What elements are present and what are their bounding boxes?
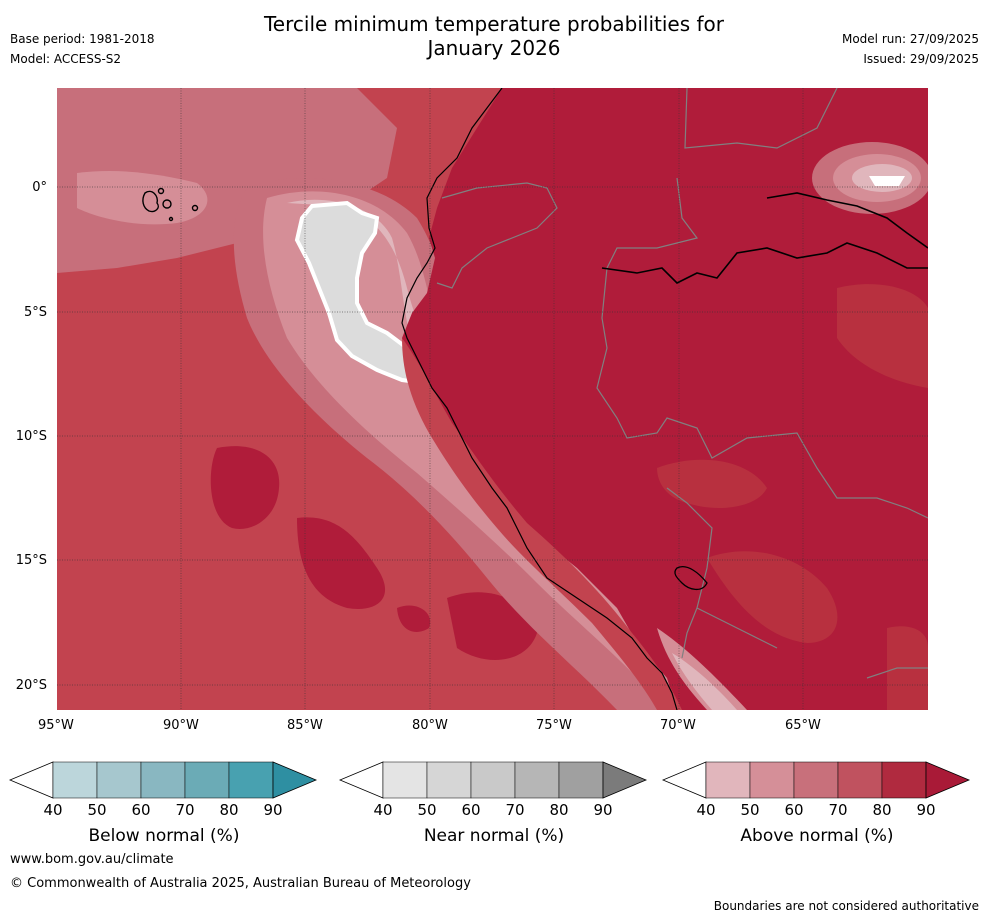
cb-below-low-extend bbox=[8, 761, 54, 799]
cb-above-swatch-0 bbox=[705, 761, 751, 799]
cb-above-tick-40: 40 bbox=[696, 801, 716, 819]
cb-above-tick-50: 50 bbox=[740, 801, 760, 819]
land-medium-patch-1 bbox=[657, 459, 767, 508]
website-link[interactable]: www.bom.gov.au/climate bbox=[10, 852, 174, 867]
cb-below-tick-70: 70 bbox=[175, 801, 195, 819]
cb-below-swatch-2 bbox=[140, 761, 186, 799]
lat-label-5s: 5°S bbox=[23, 305, 47, 320]
cb-below-title: Below normal (%) bbox=[88, 826, 240, 846]
cb-above-swatch-1 bbox=[749, 761, 795, 799]
title-line-1: Tercile minimum temperature probabilitie… bbox=[263, 12, 725, 36]
boundaries-disclaimer: Boundaries are not considered authoritat… bbox=[713, 899, 979, 913]
land-medium-patch-2 bbox=[707, 551, 838, 643]
cb-above-tick-60: 60 bbox=[784, 801, 804, 819]
cb-near-swatch-3 bbox=[514, 761, 560, 799]
galapagos-halo bbox=[77, 171, 208, 225]
meta-right: Model run: 27/09/2025 Issued: 29/09/2025 bbox=[842, 31, 979, 67]
cb-near-swatch-0 bbox=[382, 761, 428, 799]
title-line-2: January 2026 bbox=[427, 36, 561, 60]
model-run: Model run: 27/09/2025 bbox=[841, 32, 979, 46]
land-medium-patch-3 bbox=[837, 284, 928, 388]
cb-below-tick-50: 50 bbox=[87, 801, 107, 819]
cb-near-tick-40: 40 bbox=[373, 801, 393, 819]
meta-left: Base period: 1981-2018 Model: ACCESS-S2 bbox=[10, 31, 155, 67]
cb-below-tick-80: 80 bbox=[219, 801, 239, 819]
colorbar-below-normal bbox=[8, 761, 318, 799]
model-name: Model: ACCESS-S2 bbox=[10, 52, 122, 66]
cb-near-swatch-1 bbox=[426, 761, 472, 799]
chart-title: Tercile minimum temperature probabilitie… bbox=[0, 12, 988, 60]
lon-label-80w: 80°W bbox=[412, 718, 448, 733]
northeast-near-normal bbox=[869, 176, 905, 186]
colorbar-above-normal bbox=[661, 761, 971, 799]
cb-near-tick-70: 70 bbox=[505, 801, 525, 819]
offshore-dark-patch-1 bbox=[210, 446, 280, 529]
cb-above-tick-90: 90 bbox=[916, 801, 936, 819]
graticule bbox=[57, 88, 928, 710]
land-region bbox=[402, 88, 928, 710]
cb-above-tick-70: 70 bbox=[828, 801, 848, 819]
cb-near-tick-50: 50 bbox=[417, 801, 437, 819]
cb-above-title: Above normal (%) bbox=[740, 826, 894, 846]
cb-above-high-extend bbox=[925, 761, 971, 799]
colorbar-near-normal bbox=[338, 761, 648, 799]
cb-above-swatch-4 bbox=[881, 761, 927, 799]
cb-below-swatch-0 bbox=[52, 761, 98, 799]
lon-label-90w: 90°W bbox=[163, 718, 199, 733]
north-ocean-band bbox=[57, 88, 397, 273]
coastal-land-strip bbox=[402, 338, 682, 710]
lon-label-70w: 70°W bbox=[660, 718, 696, 733]
lon-label-75w: 75°W bbox=[536, 718, 572, 733]
cb-near-tick-80: 80 bbox=[549, 801, 569, 819]
lon-label-85w: 85°W bbox=[287, 718, 323, 733]
cb-below-tick-90: 90 bbox=[263, 801, 283, 819]
cb-above-swatch-2 bbox=[793, 761, 839, 799]
cb-below-swatch-3 bbox=[184, 761, 230, 799]
lon-label-65w: 65°W bbox=[785, 718, 821, 733]
lat-label-20s: 20°S bbox=[15, 678, 47, 693]
lat-label-0: 0° bbox=[32, 180, 47, 195]
offshore-dark-patch-2 bbox=[297, 517, 386, 609]
galapagos-islands bbox=[142, 187, 199, 222]
base-period: Base period: 1981-2018 bbox=[10, 32, 155, 46]
cb-below-high-extend bbox=[272, 761, 318, 799]
cb-near-swatch-4 bbox=[558, 761, 604, 799]
offshore-dark-patch-3 bbox=[397, 605, 431, 632]
southeast-light-streak bbox=[657, 628, 747, 710]
issued-date: Issued: 29/09/2025 bbox=[863, 52, 979, 66]
lon-label-95w: 95°W bbox=[38, 718, 74, 733]
cb-below-swatch-1 bbox=[96, 761, 142, 799]
cb-near-low-extend bbox=[338, 761, 384, 799]
lat-label-10s: 10°S bbox=[15, 429, 47, 444]
cb-above-tick-80: 80 bbox=[872, 801, 892, 819]
cb-above-swatch-3 bbox=[837, 761, 883, 799]
lake-titicaca bbox=[674, 566, 708, 591]
cb-near-tick-90: 90 bbox=[593, 801, 613, 819]
lat-label-15s: 15°S bbox=[15, 553, 47, 568]
cb-near-swatch-2 bbox=[470, 761, 516, 799]
amazon-river bbox=[601, 192, 928, 284]
cb-near-tick-60: 60 bbox=[461, 801, 481, 819]
cb-below-tick-40: 40 bbox=[43, 801, 63, 819]
cb-near-title: Near normal (%) bbox=[423, 826, 565, 846]
probability-map bbox=[57, 88, 928, 710]
cb-above-low-extend bbox=[661, 761, 707, 799]
country-borders bbox=[436, 88, 928, 679]
cb-near-high-extend bbox=[602, 761, 648, 799]
southeast-near-white bbox=[672, 653, 737, 710]
copyright-notice: © Commonwealth of Australia 2025, Austra… bbox=[10, 876, 471, 891]
cb-below-swatch-4 bbox=[228, 761, 274, 799]
cb-below-tick-60: 60 bbox=[131, 801, 151, 819]
coastline bbox=[401, 88, 678, 710]
